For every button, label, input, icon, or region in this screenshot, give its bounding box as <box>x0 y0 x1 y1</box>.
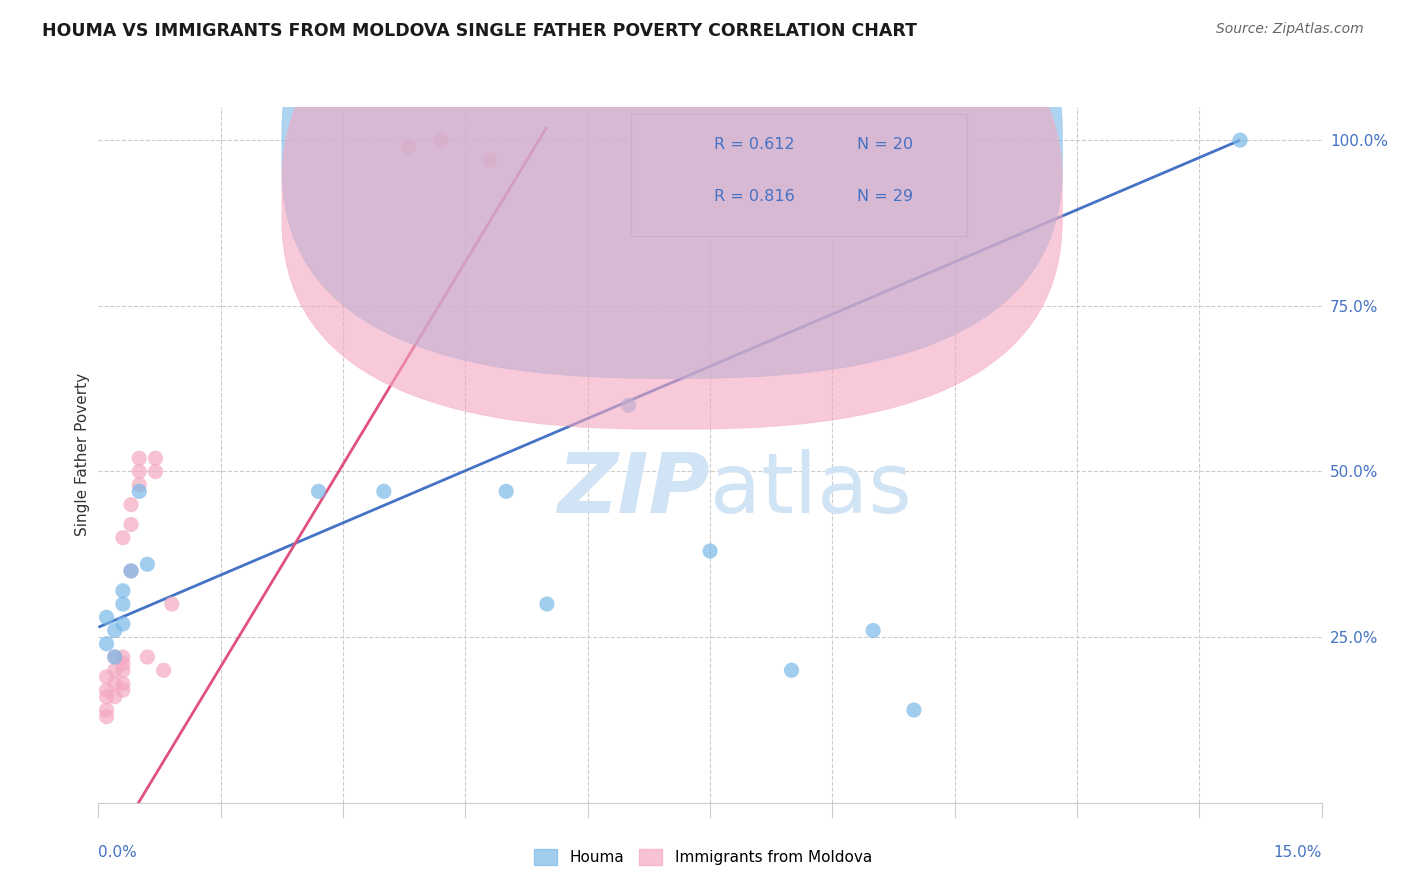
Point <box>96 703 118 717</box>
Point <box>128 477 150 491</box>
Point <box>104 663 127 677</box>
Point <box>111 683 134 698</box>
Point <box>96 637 118 651</box>
Point <box>136 558 159 572</box>
Point <box>699 544 721 558</box>
Point <box>96 683 118 698</box>
Point <box>128 465 150 479</box>
Point <box>903 703 925 717</box>
Point <box>120 498 142 512</box>
Point <box>128 484 150 499</box>
Point <box>111 583 134 598</box>
Point <box>128 451 150 466</box>
Point <box>96 709 118 723</box>
Point <box>780 663 803 677</box>
Point <box>111 616 134 631</box>
Point <box>111 663 134 677</box>
Point <box>96 610 118 624</box>
Point <box>111 676 134 690</box>
Point <box>862 624 884 638</box>
Text: 0.0%: 0.0% <box>98 845 138 860</box>
Point <box>152 663 174 677</box>
Point <box>111 650 134 665</box>
Text: HOUMA VS IMMIGRANTS FROM MOLDOVA SINGLE FATHER POVERTY CORRELATION CHART: HOUMA VS IMMIGRANTS FROM MOLDOVA SINGLE … <box>42 22 917 40</box>
Point <box>495 484 517 499</box>
Point <box>617 398 640 412</box>
Point <box>96 670 118 684</box>
Text: ZIP: ZIP <box>557 450 710 530</box>
Text: N = 20: N = 20 <box>856 137 912 153</box>
Point <box>120 564 142 578</box>
Point <box>373 484 395 499</box>
Point <box>145 451 167 466</box>
Text: R = 0.816: R = 0.816 <box>714 189 794 204</box>
Point <box>111 657 134 671</box>
Point <box>120 517 142 532</box>
Point <box>104 676 127 690</box>
Point <box>160 597 183 611</box>
Text: R = 0.612: R = 0.612 <box>714 137 794 153</box>
Point <box>111 531 134 545</box>
Point <box>104 650 127 665</box>
Text: atlas: atlas <box>710 450 911 530</box>
Point <box>96 690 118 704</box>
Point <box>1229 133 1251 147</box>
FancyBboxPatch shape <box>281 0 1063 429</box>
Point <box>120 564 142 578</box>
Point <box>430 133 453 147</box>
FancyBboxPatch shape <box>281 0 1063 378</box>
Point <box>104 650 127 665</box>
FancyBboxPatch shape <box>630 114 967 235</box>
Point <box>536 597 558 611</box>
Point <box>136 650 159 665</box>
Point <box>145 465 167 479</box>
Point <box>104 624 127 638</box>
Point <box>111 597 134 611</box>
Y-axis label: Single Father Poverty: Single Father Poverty <box>75 374 90 536</box>
Point <box>308 484 330 499</box>
Point <box>478 153 501 167</box>
Text: Source: ZipAtlas.com: Source: ZipAtlas.com <box>1216 22 1364 37</box>
Text: N = 29: N = 29 <box>856 189 912 204</box>
Point <box>396 140 419 154</box>
Legend: Houma, Immigrants from Moldova: Houma, Immigrants from Moldova <box>529 843 877 871</box>
Point <box>104 690 127 704</box>
Text: 15.0%: 15.0% <box>1274 845 1322 860</box>
